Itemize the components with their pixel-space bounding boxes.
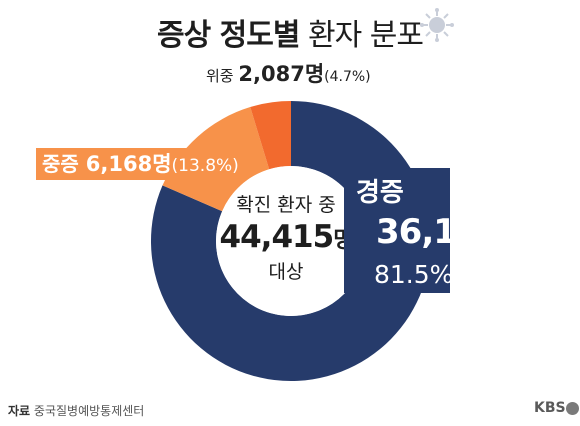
source-note: 자료 중국질병예방통제센터 xyxy=(8,402,144,419)
chart-title: 증상 정도별 환자 분포 xyxy=(0,10,580,54)
slice-label-moderate: 중증 6,168명(13.8%) xyxy=(36,148,245,180)
donut-center-total: 확진 환자 중 44,415명 대상 xyxy=(218,190,354,284)
moderate-count-value: 6,168 xyxy=(85,152,153,176)
slice-severe xyxy=(250,101,291,170)
donut-hole xyxy=(216,166,366,316)
moderate-count-unit: 명 xyxy=(152,152,172,176)
mild-count-unit: 명 xyxy=(501,221,523,249)
center-line3: 대상 xyxy=(268,261,304,283)
slice-label-mild-name: 경증 xyxy=(356,178,404,208)
severe-count-unit: 명 xyxy=(304,62,325,86)
slice-label-severe-count: 2,087명 xyxy=(238,62,324,86)
slice-label-severe-name: 위중 xyxy=(206,67,234,85)
source-value: 중국질병예방통제센터 xyxy=(33,404,145,418)
kbs-logo: KBS xyxy=(534,400,566,416)
slice-label-moderate-percent: (13.8%) xyxy=(171,156,239,176)
center-total-count: 44,415명 xyxy=(218,219,354,255)
kbs-logo-mark xyxy=(566,402,579,415)
slice-label-mild-count: 36,160명 xyxy=(376,212,523,252)
total-count-value: 44,415 xyxy=(219,219,335,255)
center-line1: 확진 환자 중 xyxy=(236,194,336,216)
chart-title-regular: 환자 분포 xyxy=(308,18,424,53)
mild-count-value: 36,160 xyxy=(376,212,502,252)
slice-label-mild: 경증 36,160명 81.5% xyxy=(344,168,523,293)
slice-label-moderate-name: 중증 xyxy=(42,152,79,176)
chart-title-bold: 증상 정도별 xyxy=(157,18,300,53)
slice-label-mild-percent: 81.5% xyxy=(374,260,454,289)
slice-label-severe: 위중 2,087명(4.7%) xyxy=(206,62,371,89)
virus-icon xyxy=(420,8,454,42)
slice-label-severe-percent: (4.7%) xyxy=(324,69,371,85)
severe-count-value: 2,087 xyxy=(238,62,305,86)
source-key: 자료 xyxy=(8,404,31,418)
slice-label-moderate-count: 6,168명 xyxy=(86,152,172,176)
